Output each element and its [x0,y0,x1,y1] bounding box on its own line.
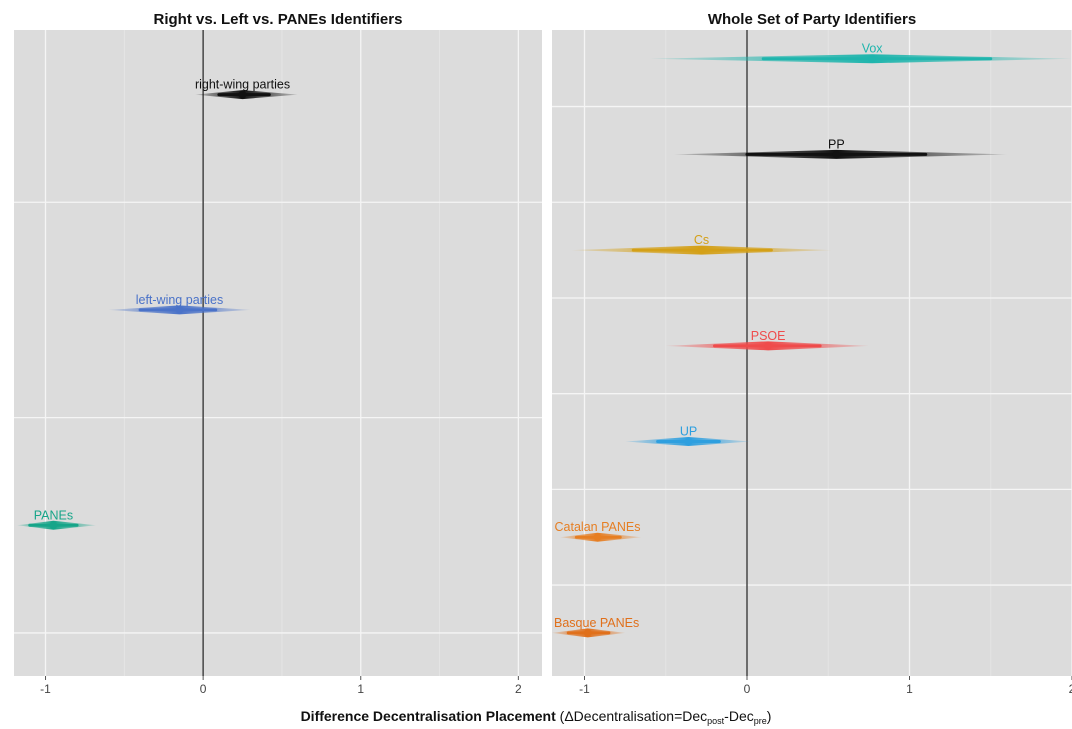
panel-right-whole-set: -1 0 1 2 Whole Set of Party Identifiers Vox PP… [552,11,1072,696]
x-tick-label: 0 [744,682,751,696]
series-catalan-panes-label: Catalan PANEs [555,520,641,534]
x-axis-title: Difference Decentralisation Placement (Δ… [301,708,772,726]
series-psoe-point [764,342,772,350]
series-left-wing-parties-point [175,306,184,314]
x-axis-title-end: ) [767,708,772,724]
series-cs-label: Cs [694,233,709,247]
series-basque-panes-point [583,629,592,637]
x-axis-title-main: Difference Decentralisation Placement [301,708,557,724]
x-tick-label: 2 [515,682,522,696]
series-catalan-panes-point [593,533,602,542]
series-psoe-label: PSOE [751,329,786,343]
panel-background [552,30,1072,676]
panel-title: Right vs. Left vs. PANEs Identifiers [154,11,403,28]
series-pp-point [832,150,841,159]
x-tick-label: 0 [200,682,207,696]
series-right-wing-parties-label: right-wing parties [195,78,290,92]
panel-background [14,30,542,676]
x-tick-label: 1 [357,682,364,696]
panel-left-right-left-panes: -1 0 1 2 Right vs. Left vs. PANEs Identifier… [14,11,542,696]
series-up-point [684,437,693,446]
series-vox-label: Vox [862,42,884,56]
panel-title: Whole Set of Party Identifiers [708,11,916,28]
x-tick-label: -1 [40,682,51,696]
series-cs-point [697,246,706,254]
series-panes-point [49,521,58,530]
series-up-label: UP [680,425,697,439]
series-vox-point [868,54,876,63]
series-right-wing-parties-point [238,90,247,99]
x-tick-label: -1 [579,682,590,696]
x-tick-label: 2 [1069,682,1072,696]
x-axis-title-sub-post: post [707,716,725,726]
x-axis-title-mid: -Dec [724,708,754,724]
series-left-wing-parties-label: left-wing parties [136,293,224,307]
series-panes-label: PANEs [34,508,73,522]
x-axis-title-formula: (ΔDecentralisation=Dec [556,708,707,724]
x-tick-label: 1 [906,682,913,696]
x-axis-title-sub-pre: pre [754,716,767,726]
series-basque-panes-label: Basque PANEs [554,616,639,630]
series-pp-label: PP [828,137,845,151]
